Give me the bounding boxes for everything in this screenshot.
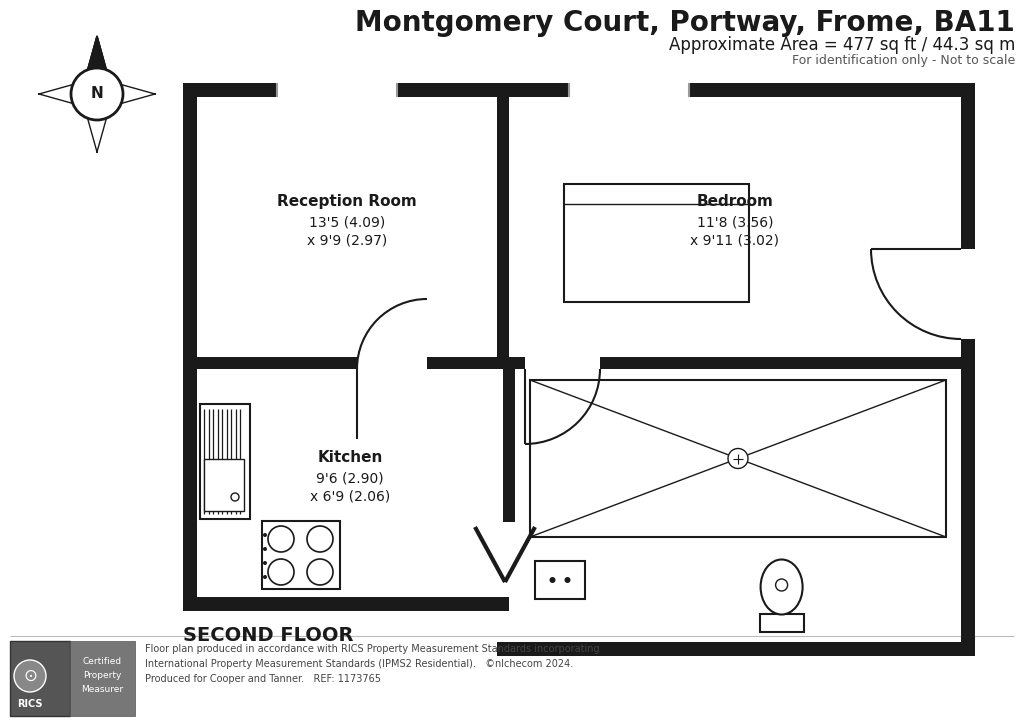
Bar	[10, 641, 70, 716]
Bar	[357, 357, 427, 369]
Circle shape	[307, 526, 333, 552]
Circle shape	[71, 68, 123, 120]
Text: x 6'9 (2.06): x 6'9 (2.06)	[310, 489, 390, 503]
Circle shape	[268, 559, 294, 585]
Bar	[197, 357, 497, 369]
Text: Floor plan produced in accordance with RICS Property Measurement Standards incor: Floor plan produced in accordance with R…	[145, 644, 600, 684]
Polygon shape	[97, 80, 155, 108]
Bar	[497, 97, 509, 369]
Bar	[569, 83, 689, 97]
Polygon shape	[81, 36, 113, 94]
Text: Measurer: Measurer	[81, 686, 123, 694]
Polygon shape	[39, 80, 97, 108]
Text: N: N	[91, 86, 103, 101]
Polygon shape	[83, 94, 111, 152]
Bar	[503, 369, 515, 597]
Circle shape	[775, 579, 787, 591]
Text: ⊙: ⊙	[24, 667, 37, 685]
Text: Bedroom: Bedroom	[696, 194, 773, 209]
Bar	[70, 641, 135, 716]
Bar	[204, 459, 244, 511]
Circle shape	[14, 660, 46, 692]
Bar	[535, 561, 585, 599]
Bar	[503, 522, 515, 597]
Text: Reception Room: Reception Room	[278, 194, 417, 209]
Bar	[530, 380, 946, 537]
Bar	[200, 404, 250, 519]
Circle shape	[268, 526, 294, 552]
Ellipse shape	[761, 560, 803, 615]
Circle shape	[307, 559, 333, 585]
Text: x 9'11 (3.02): x 9'11 (3.02)	[690, 233, 779, 247]
Text: Kitchen: Kitchen	[317, 450, 383, 465]
Text: 11'8 (3.56): 11'8 (3.56)	[696, 215, 773, 229]
Bar	[961, 97, 975, 656]
Text: Certified: Certified	[83, 657, 122, 667]
Circle shape	[728, 448, 748, 468]
Polygon shape	[83, 36, 111, 94]
Polygon shape	[81, 36, 113, 94]
Text: 13'5 (4.09): 13'5 (4.09)	[309, 215, 385, 229]
Bar	[760, 614, 804, 632]
Circle shape	[263, 547, 267, 551]
Text: 9'6 (2.90): 9'6 (2.90)	[316, 471, 384, 485]
Bar	[183, 597, 509, 611]
Circle shape	[263, 533, 267, 537]
Circle shape	[231, 493, 239, 501]
Bar	[503, 357, 975, 369]
Circle shape	[550, 577, 555, 583]
Bar	[961, 249, 975, 339]
Text: Approximate Area = 477 sq ft / 44.3 sq m: Approximate Area = 477 sq ft / 44.3 sq m	[669, 36, 1015, 54]
Text: For identification only - Not to scale: For identification only - Not to scale	[792, 54, 1015, 67]
Text: x 9'9 (2.97): x 9'9 (2.97)	[307, 233, 387, 247]
Text: Property: Property	[83, 671, 121, 681]
Circle shape	[263, 575, 267, 579]
Text: RICS: RICS	[17, 699, 43, 709]
Bar	[278, 83, 397, 97]
Text: Montgomery Court, Portway, Frome, BA11: Montgomery Court, Portway, Frome, BA11	[355, 9, 1015, 37]
Text: SECOND FLOOR: SECOND FLOOR	[183, 626, 353, 645]
Circle shape	[263, 561, 267, 565]
Bar	[183, 83, 975, 97]
Bar	[525, 357, 600, 369]
Bar	[564, 184, 749, 302]
Bar	[183, 97, 197, 611]
Bar	[497, 642, 975, 656]
Bar	[262, 521, 340, 589]
Circle shape	[564, 577, 570, 583]
